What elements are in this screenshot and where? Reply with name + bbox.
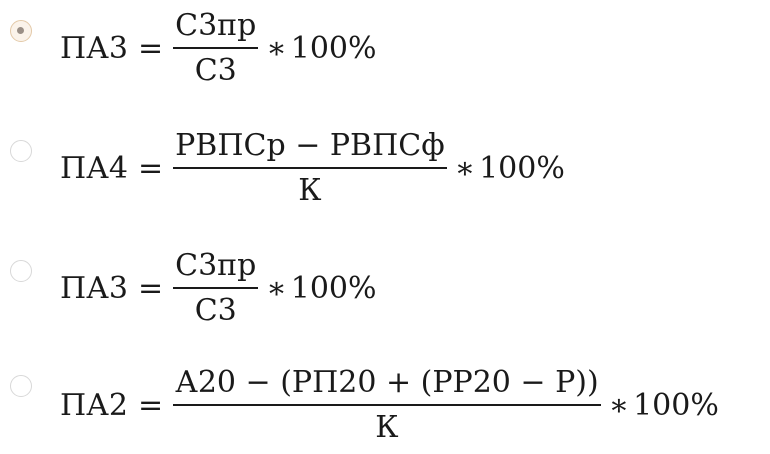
- fraction: С3пр С3: [173, 8, 259, 88]
- multiplier: 100%: [633, 387, 719, 423]
- fraction: А20 − (РП20 + (РР20 − Р)) К: [173, 365, 601, 445]
- fraction: РВПСр − РВПСф К: [173, 128, 447, 208]
- answer-option-3[interactable]: ПА3 = С3пр С3 ∗ 100%: [0, 240, 770, 350]
- equals-sign: =: [137, 30, 164, 66]
- answer-option-1[interactable]: ПА3 = С3пр С3 ∗ 100%: [0, 0, 770, 110]
- fraction-denominator: С3: [194, 293, 237, 328]
- answer-option-4[interactable]: ПА2 = А20 − (РП20 + (РР20 − Р)) К ∗ 100%: [0, 355, 770, 454]
- fraction: С3пр С3: [173, 248, 259, 328]
- formula-option-3[interactable]: ПА3 = С3пр С3 ∗ 100%: [60, 248, 377, 328]
- formula-lhs: ПА4: [60, 150, 128, 186]
- radio-button-option-3[interactable]: [10, 260, 32, 282]
- multiply-sign: ∗: [266, 30, 287, 66]
- equals-sign: =: [137, 387, 164, 423]
- formula-option-2[interactable]: ПА4 = РВПСр − РВПСф К ∗ 100%: [60, 128, 565, 208]
- multiply-sign: ∗: [266, 270, 287, 306]
- radio-button-option-2[interactable]: [10, 140, 32, 162]
- radio-button-option-1[interactable]: [10, 20, 32, 42]
- fraction-numerator: РВПСр − РВПСф: [173, 128, 447, 169]
- fraction-numerator: С3пр: [173, 248, 259, 289]
- fraction-denominator: К: [375, 410, 399, 445]
- formula-lhs: ПА3: [60, 270, 128, 306]
- multiply-sign: ∗: [608, 387, 630, 423]
- fraction-numerator: С3пр: [173, 8, 259, 49]
- answer-option-2[interactable]: ПА4 = РВПСр − РВПСф К ∗ 100%: [0, 115, 770, 225]
- multiplier: 100%: [290, 30, 377, 66]
- equals-sign: =: [137, 270, 164, 306]
- multiply-sign: ∗: [454, 150, 476, 186]
- radio-button-option-4[interactable]: [10, 375, 32, 397]
- fraction-denominator: К: [298, 173, 322, 208]
- formula-option-1[interactable]: ПА3 = С3пр С3 ∗ 100%: [60, 8, 377, 88]
- fraction-numerator: А20 − (РП20 + (РР20 − Р)): [173, 365, 601, 406]
- formula-option-4[interactable]: ПА2 = А20 − (РП20 + (РР20 − Р)) К ∗ 100%: [60, 365, 719, 445]
- formula-lhs: ПА3: [60, 30, 128, 66]
- formula-lhs: ПА2: [60, 387, 128, 423]
- equals-sign: =: [137, 150, 164, 186]
- multiplier: 100%: [479, 150, 565, 186]
- fraction-denominator: С3: [194, 53, 237, 88]
- multiplier: 100%: [290, 270, 377, 306]
